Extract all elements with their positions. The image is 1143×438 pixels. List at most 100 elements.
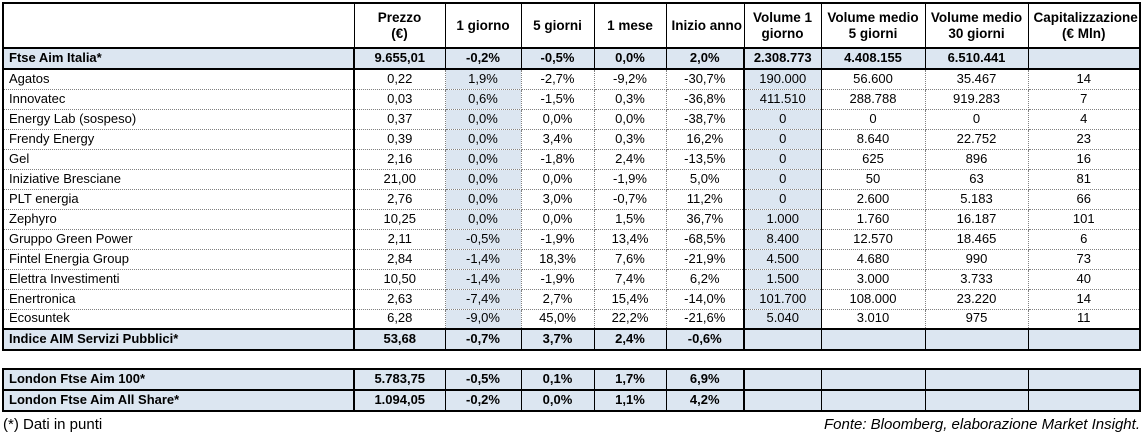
cell-inizio-anno: 16,2% <box>665 128 745 150</box>
footer: (*) Dati in punti Fonte: Bloomberg, elab… <box>2 416 1141 433</box>
cell-volume-medio-5-giorni: 3.010 <box>820 308 926 330</box>
cell-inizio-anno: 6,9% <box>665 368 745 391</box>
cell-inizio-anno: 6,2% <box>665 268 745 290</box>
cell-volume-medio-5-giorni: 12.570 <box>820 228 926 250</box>
table-body: Ftse Aim Italia* 9.655,01 -0,2% -0,5% 0,0% 2,… <box>2 47 1141 351</box>
cell-volume-medio-30-giorni: 35.467 <box>924 68 1029 90</box>
table-row: Innovatec 0,03 0,6% -1,5% 0,3% -36,8% 411.510 2… <box>3 88 1141 110</box>
cell-volume-medio-30-giorni: 5.183 <box>924 188 1029 210</box>
cell-prezzo: 53,68 <box>353 328 446 351</box>
cell-1-mese: 2,4% <box>593 328 667 351</box>
row-label: London Ftse Aim 100* <box>2 368 355 391</box>
table-row: Elettra Investimenti 10,50 -1,4% -1,9% 7,4% 6… <box>3 268 1141 290</box>
cell-1-mese: -1,9% <box>593 168 667 190</box>
aim-italia-table: Prezzo (€) 1 giorno 5 giorni 1 mese Inizio an… <box>2 2 1141 351</box>
column-header-volume-medio-5-giorni: Volume medio 5 giorni <box>820 2 926 49</box>
cell-1-mese: 1,1% <box>593 389 667 412</box>
cell-1-mese: 0,3% <box>593 128 667 150</box>
cell-inizio-anno: 4,2% <box>665 389 745 412</box>
table-row: PLT energia 2,76 0,0% 3,0% -0,7% 11,2% 0 2.600 5… <box>3 188 1141 210</box>
table-row: Zephyro 10,25 0,0% 0,0% 1,5% 36,7% 1.000 1.760 1… <box>3 208 1141 230</box>
cell-volume-medio-30-giorni: 896 <box>924 148 1029 170</box>
cell-capitalizzazione: 16 <box>1027 148 1141 170</box>
cell-1-giorno: 0,0% <box>444 168 522 190</box>
row-label: Innovatec <box>3 88 355 110</box>
column-header-5-giorni: 5 giorni <box>520 2 595 49</box>
cell-1-giorno: 0,0% <box>444 148 522 170</box>
cell-capitalizzazione: 4 <box>1027 108 1141 130</box>
cell-prezzo: 2,11 <box>353 228 446 250</box>
cell-inizio-anno: -21,6% <box>665 308 745 330</box>
cell-capitalizzazione <box>1027 389 1141 412</box>
index-row: London Ftse Aim All Share* 1.094,05 -0,2% 0… <box>2 389 1141 412</box>
cell-volume-medio-30-giorni <box>924 389 1029 412</box>
cell-prezzo: 9.655,01 <box>353 47 446 70</box>
cell-capitalizzazione: 6 <box>1027 228 1141 250</box>
cell-1-giorno: -0,7% <box>444 328 522 351</box>
cell-volume-medio-30-giorni <box>924 328 1029 351</box>
row-label: Zephyro <box>3 208 355 230</box>
cell-inizio-anno: -13,5% <box>665 148 745 170</box>
row-label: Gel <box>3 148 355 170</box>
cell-5-giorni: -2,7% <box>520 68 595 90</box>
london-table: London Ftse Aim 100* 5.783,75 -0,5% 0,1% 1,7… <box>2 368 1141 412</box>
table-row: Energy Lab (sospeso) 0,37 0,0% 0,0% 0,0% -38,… <box>3 108 1141 130</box>
cell-prezzo: 2,84 <box>353 248 446 270</box>
cell-capitalizzazione: 73 <box>1027 248 1141 270</box>
row-label: Ftse Aim Italia* <box>2 47 355 70</box>
cell-1-mese: -0,7% <box>593 188 667 210</box>
cell-volume-medio-30-giorni: 18.465 <box>924 228 1029 250</box>
cell-volume-medio-5-giorni: 8.640 <box>820 128 926 150</box>
cell-capitalizzazione: 81 <box>1027 168 1141 190</box>
row-label: London Ftse Aim All Share* <box>2 389 355 412</box>
cell-prezzo: 1.094,05 <box>353 389 446 412</box>
cell-volume-medio-30-giorni: 16.187 <box>924 208 1029 230</box>
cell-5-giorni: -0,5% <box>520 47 595 70</box>
row-label: Energy Lab (sospeso) <box>3 108 355 130</box>
cell-volume-medio-30-giorni: 6.510.441 <box>924 47 1029 70</box>
cell-1-giorno: 0,0% <box>444 188 522 210</box>
cell-capitalizzazione: 7 <box>1027 88 1141 110</box>
column-header-capitalizzazione: Capitalizzazione (€ Mln) <box>1027 2 1141 49</box>
cell-volume-1-giorno <box>743 389 822 412</box>
cell-1-giorno: 0,0% <box>444 108 522 130</box>
cell-1-giorno: 0,0% <box>444 208 522 230</box>
cell-1-mese: 1,7% <box>593 368 667 391</box>
cell-prezzo: 0,22 <box>353 68 446 90</box>
cell-1-mese: 7,4% <box>593 268 667 290</box>
cell-5-giorni: -1,9% <box>520 268 595 290</box>
cell-5-giorni: 0,0% <box>520 168 595 190</box>
cell-5-giorni: 18,3% <box>520 248 595 270</box>
cell-capitalizzazione: 23 <box>1027 128 1141 150</box>
cell-5-giorni: 0,1% <box>520 368 595 391</box>
cell-1-giorno: -0,5% <box>444 368 522 391</box>
cell-inizio-anno: -14,0% <box>665 288 745 310</box>
cell-volume-medio-5-giorni <box>820 328 926 351</box>
cell-capitalizzazione: 40 <box>1027 268 1141 290</box>
cell-inizio-anno: -0,6% <box>665 328 745 351</box>
cell-1-mese: 1,5% <box>593 208 667 230</box>
cell-1-giorno: 0,6% <box>444 88 522 110</box>
cell-volume-1-giorno: 411.510 <box>743 88 822 110</box>
cell-volume-medio-5-giorni: 1.760 <box>820 208 926 230</box>
row-label: Agatos <box>3 68 355 90</box>
cell-volume-1-giorno <box>743 368 822 391</box>
cell-inizio-anno: -21,9% <box>665 248 745 270</box>
cell-1-giorno: -0,5% <box>444 228 522 250</box>
source-credit: Fonte: Bloomberg, elaborazione Market In… <box>823 416 1140 433</box>
cell-volume-1-giorno: 101.700 <box>743 288 822 310</box>
column-header-inizio-anno: Inizio anno <box>665 2 745 49</box>
table-header: Prezzo (€) 1 giorno 5 giorni 1 mese Inizio an… <box>2 2 1141 49</box>
cell-inizio-anno: -30,7% <box>665 68 745 90</box>
cell-capitalizzazione: 14 <box>1027 68 1141 90</box>
table-gap <box>2 351 1141 368</box>
cell-5-giorni: 3,0% <box>520 188 595 210</box>
cell-volume-medio-30-giorni <box>924 368 1029 391</box>
cell-1-mese: 0,0% <box>593 108 667 130</box>
cell-volume-medio-5-giorni: 2.600 <box>820 188 926 210</box>
cell-inizio-anno: -36,8% <box>665 88 745 110</box>
cell-5-giorni: 3,7% <box>520 328 595 351</box>
cell-5-giorni: -1,8% <box>520 148 595 170</box>
row-label: PLT energia <box>3 188 355 210</box>
cell-volume-1-giorno: 0 <box>743 128 822 150</box>
